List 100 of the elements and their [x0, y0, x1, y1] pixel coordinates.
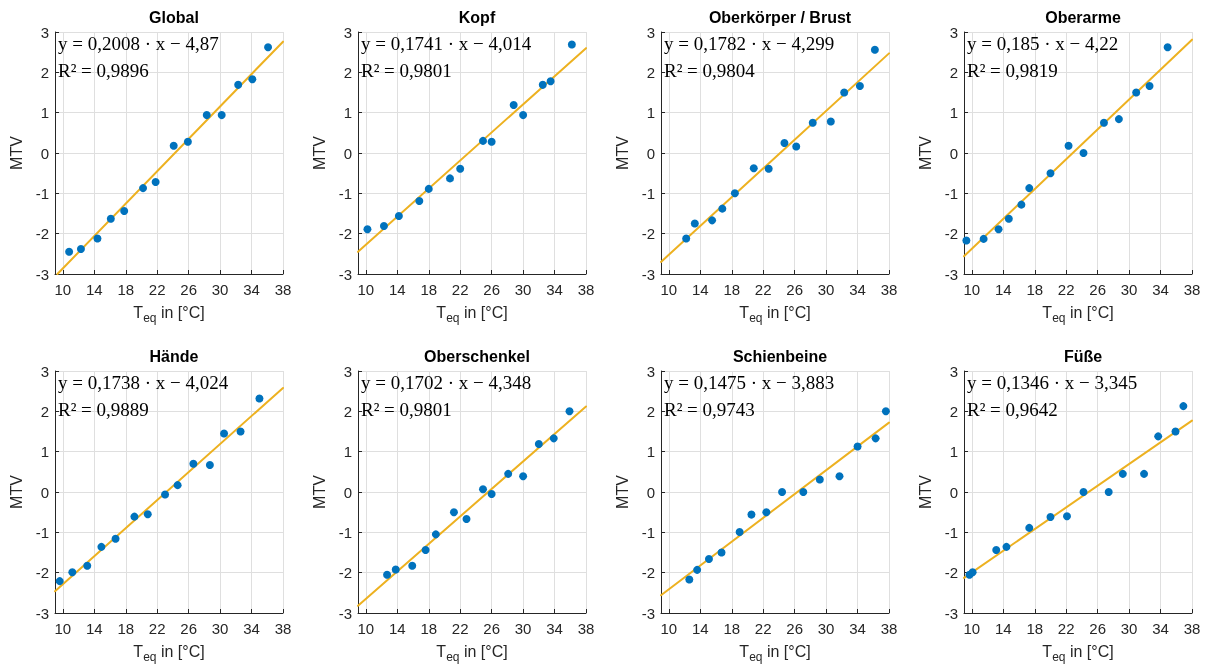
point: [1154, 432, 1163, 441]
point: [394, 211, 403, 220]
x-tick-label: 14: [691, 281, 709, 298]
y-tick-label: -2: [35, 225, 49, 243]
point: [1132, 88, 1141, 97]
point: [1104, 488, 1113, 496]
x-tick-label: 38: [274, 281, 292, 298]
x-tick-label: 22: [754, 281, 772, 298]
point: [682, 234, 691, 243]
annotation: y = 0,1741 · x − 4,014: [361, 33, 532, 54]
y-tick-label: -1: [944, 523, 958, 541]
y-tick-label: 3: [949, 362, 958, 380]
y-tick-label: -2: [944, 225, 958, 243]
x-tick-label: 34: [1152, 281, 1169, 298]
annotation: y = 0,1702 · x − 4,348: [361, 372, 532, 393]
annotation: R² = 0,9896: [58, 60, 149, 81]
x-tick-label: 22: [451, 620, 469, 637]
point: [735, 527, 744, 536]
point: [106, 214, 115, 223]
y-tick-label: 0: [646, 144, 655, 162]
point: [1063, 512, 1071, 521]
x-tick-label: 26: [180, 620, 197, 637]
chart-title: Füße: [1063, 347, 1103, 365]
point: [747, 510, 756, 519]
y-tick-label: 0: [646, 483, 655, 501]
x-tick-label: 10: [54, 281, 72, 298]
point: [962, 236, 971, 245]
point: [546, 77, 555, 86]
point: [408, 561, 417, 570]
y-axis-title: MTV: [8, 474, 26, 509]
x-tick-label: 34: [243, 281, 260, 298]
point: [202, 111, 211, 120]
point: [479, 136, 488, 145]
chart-title: Hände: [149, 347, 199, 365]
annotation: R² = 0,9743: [664, 399, 755, 420]
x-tick-label: 10: [357, 620, 375, 637]
x-tick-label: 34: [849, 620, 866, 637]
annotation: R² = 0,9889: [58, 399, 149, 420]
y-axis-title: MTV: [917, 474, 935, 509]
annotation: y = 0,1782 · x − 4,299: [664, 33, 835, 54]
point: [76, 245, 85, 253]
x-tick-label: 30: [514, 281, 532, 298]
point: [151, 178, 160, 187]
point: [881, 407, 890, 416]
y-tick-label: -3: [338, 265, 352, 283]
point: [815, 475, 824, 484]
point: [487, 137, 496, 146]
point: [217, 111, 226, 120]
point: [871, 434, 880, 443]
point: [120, 207, 129, 216]
point: [730, 189, 739, 198]
x-tick-label: 30: [211, 281, 229, 298]
point: [565, 407, 574, 416]
y-tick-label: 2: [40, 63, 49, 81]
x-tick-label: 34: [243, 620, 260, 637]
y-tick-label: 2: [40, 402, 49, 420]
y-axis-title: MTV: [614, 135, 632, 170]
y-tick-label: -1: [35, 184, 49, 202]
point: [234, 80, 243, 89]
point: [479, 485, 488, 494]
point: [456, 164, 465, 173]
point: [1179, 402, 1188, 411]
x-tick-label: 38: [880, 281, 898, 298]
point: [708, 216, 717, 225]
point: [538, 80, 547, 89]
point: [83, 561, 92, 570]
x-tick-label: 38: [274, 620, 292, 637]
y-tick-label: 1: [646, 443, 655, 461]
x-tick-label: 22: [754, 620, 772, 637]
x-tick-label: 14: [691, 620, 709, 637]
point: [519, 111, 528, 120]
point: [762, 508, 771, 517]
point: [826, 117, 835, 126]
annotation: R² = 0,9819: [967, 60, 1058, 81]
y-tick-label: -1: [641, 523, 655, 541]
point: [534, 440, 543, 448]
y-axis-title: MTV: [614, 474, 632, 509]
point: [870, 45, 879, 54]
annotation: y = 0,2008 · x − 4,87: [58, 33, 219, 54]
y-tick-label: 1: [949, 443, 958, 461]
point: [1114, 115, 1123, 124]
y-tick-label: -1: [338, 184, 352, 202]
point: [764, 164, 773, 173]
chart-title: Oberkörper / Brust: [708, 8, 852, 26]
point: [509, 101, 518, 109]
y-tick-label: 2: [343, 402, 352, 420]
point: [143, 510, 152, 519]
y-tick-label: 0: [343, 144, 352, 162]
point: [808, 118, 817, 127]
point: [1046, 169, 1055, 178]
x-tick-label: 38: [1183, 620, 1201, 637]
point: [1064, 141, 1073, 150]
point: [855, 82, 864, 91]
point: [1025, 523, 1034, 532]
y-tick-label: 2: [343, 63, 352, 81]
x-tick-label: 10: [963, 281, 981, 298]
point: [383, 570, 392, 579]
annotation: y = 0,1475 · x − 3,883: [664, 372, 835, 393]
point: [549, 434, 558, 443]
point: [718, 204, 727, 213]
